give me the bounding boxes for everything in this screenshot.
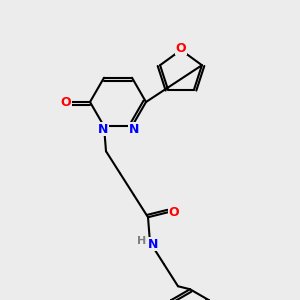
Text: N: N [98, 123, 108, 136]
Text: O: O [169, 206, 179, 219]
Text: O: O [176, 41, 186, 55]
Text: N: N [129, 123, 139, 136]
Text: H: H [137, 236, 147, 246]
Text: N: N [148, 238, 158, 251]
Text: O: O [61, 95, 71, 109]
